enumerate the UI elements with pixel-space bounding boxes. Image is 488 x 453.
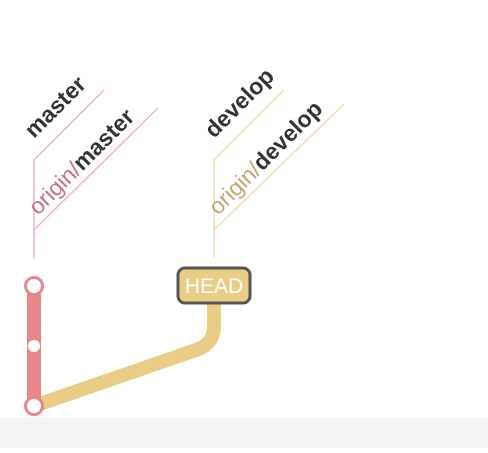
commit-node-top[interactable] bbox=[24, 276, 44, 296]
commit-node-root[interactable] bbox=[24, 396, 44, 416]
remote-branch-name-develop: develop bbox=[247, 95, 327, 175]
head-badge-label: HEAD bbox=[185, 275, 243, 298]
branch-path-develop bbox=[27, 293, 221, 413]
label-line-origin-develop bbox=[213, 103, 345, 258]
label-line-master bbox=[33, 89, 105, 230]
remote-branch-name-master: master bbox=[67, 103, 139, 175]
floor-strip bbox=[0, 418, 488, 448]
label-line-origin-master bbox=[33, 107, 159, 258]
head-badge[interactable]: HEAD bbox=[176, 266, 252, 305]
head-badge-box bbox=[176, 266, 252, 305]
branch-label-develop[interactable]: develop bbox=[199, 63, 279, 143]
branch-label-master[interactable]: master bbox=[19, 71, 91, 143]
commit-node-middle[interactable] bbox=[27, 339, 41, 353]
label-line-develop bbox=[213, 89, 285, 230]
